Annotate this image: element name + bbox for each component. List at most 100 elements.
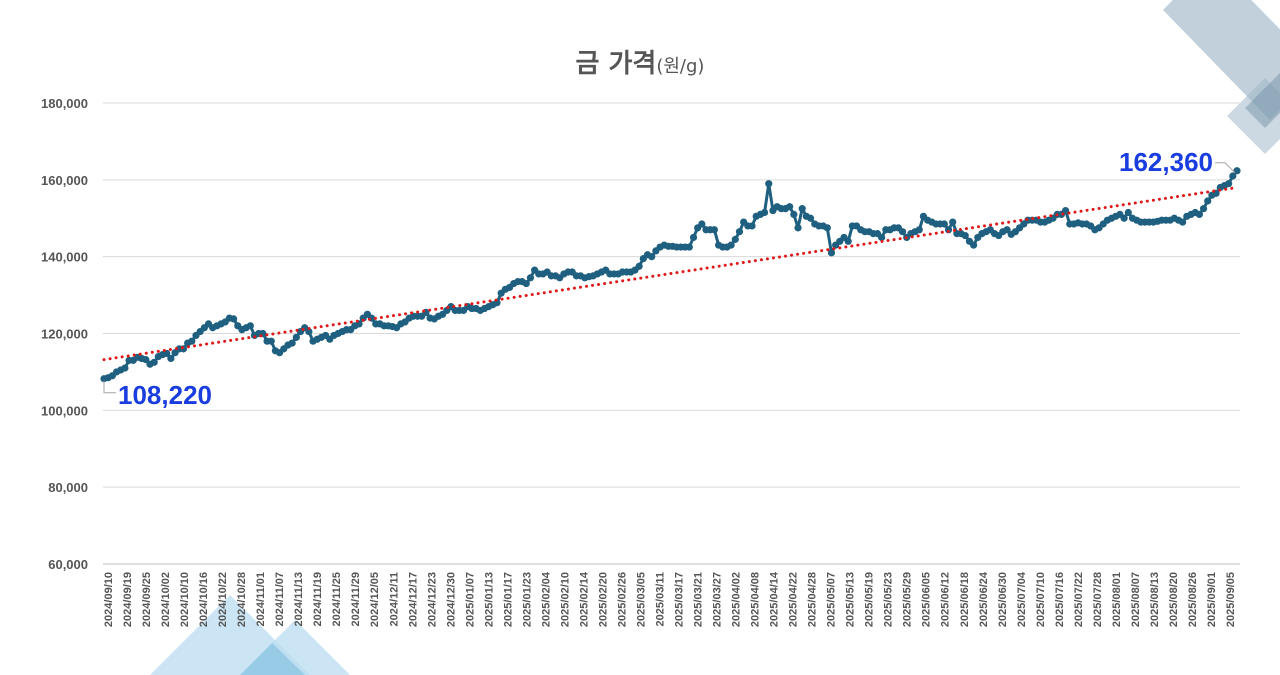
y-tick-label: 180,000	[41, 96, 88, 111]
data-point	[522, 279, 530, 288]
y-tick-label: 120,000	[41, 327, 88, 342]
x-tick-label: 2024/12/30	[445, 572, 457, 627]
x-tick-label: 2024/09/10	[103, 572, 115, 627]
y-axis: 60,000 80,000 100,000 120,000 140,000 160,000…	[41, 96, 88, 572]
data-point	[689, 233, 698, 242]
x-tick-label: 2025/09/05	[1225, 572, 1237, 627]
data-point	[1233, 167, 1241, 175]
annotations: 108,220 162,360	[103, 147, 1236, 410]
data-point	[142, 356, 150, 364]
svg-text:금 가격(원/g): 금 가격(원/g)	[576, 49, 705, 79]
x-tick-label: 2025/07/28	[1092, 572, 1104, 627]
x-tick-label: 2024/11/13	[293, 572, 305, 626]
x-tick-label: 2025/07/22	[1073, 572, 1085, 627]
x-tick-label: 2025/06/05	[921, 572, 933, 627]
x-tick-label: 2025/07/10	[1035, 572, 1047, 627]
x-tick-label: 2025/01/07	[464, 572, 476, 627]
x-tick-label: 2025/06/24	[978, 571, 990, 627]
x-tick-label: 2025/02/10	[559, 572, 571, 627]
x-tick-label: 2025/03/11	[654, 572, 666, 626]
trendline-line	[102, 186, 1239, 362]
annotation-leader	[1215, 162, 1236, 174]
x-tick-label: 2024/11/29	[350, 572, 362, 626]
data-point	[961, 231, 969, 240]
x-tick-label: 2024/09/25	[141, 572, 153, 627]
x-tick-label: 2024/12/17	[407, 572, 419, 627]
y-tick-label: 60,000	[48, 557, 88, 572]
x-tick-label: 2024/11/07	[274, 572, 286, 626]
data-point	[526, 274, 535, 282]
data-point	[1179, 218, 1187, 226]
x-tick-label: 2025/03/17	[674, 572, 686, 627]
x-tick-label: 2025/08/13	[1149, 572, 1161, 627]
y-tick-label: 140,000	[41, 250, 88, 265]
x-tick-label: 2025/03/21	[693, 572, 705, 627]
data-point	[940, 220, 948, 228]
data-point	[1195, 210, 1203, 219]
x-tick-label: 2025/02/26	[616, 572, 628, 627]
x-tick-label: 2025/04/08	[750, 572, 762, 627]
chart-title: 금 가격(원/g)	[576, 49, 705, 79]
data-point	[727, 241, 735, 249]
x-tick-label: 2025/03/05	[635, 572, 647, 627]
data-point	[648, 253, 656, 261]
data-point	[246, 322, 254, 330]
y-tick-label: 100,000	[41, 403, 88, 418]
x-tick-label: 2025/02/04	[540, 571, 552, 627]
data-point	[944, 226, 953, 234]
x-tick-label: 2025/05/23	[883, 572, 895, 627]
data-point	[710, 226, 718, 234]
data-point	[292, 333, 300, 341]
x-tick-label: 2025/09/01	[1206, 572, 1218, 627]
data-point	[760, 208, 769, 217]
x-tick-label: 2025/08/07	[1130, 572, 1142, 627]
data-point	[878, 233, 886, 242]
data-point	[731, 235, 739, 243]
x-tick-label: 2025/06/18	[959, 572, 971, 627]
x-tick-label: 2024/10/16	[198, 572, 210, 627]
data-point	[188, 337, 196, 345]
x-tick-label: 2024/12/11	[388, 572, 400, 626]
x-tick-label: 2024/10/28	[236, 572, 248, 627]
annotation-leader	[103, 380, 116, 394]
x-tick-label: 2025/05/19	[864, 572, 876, 627]
x-tick-label: 2024/09/19	[122, 572, 134, 627]
data-point	[735, 228, 744, 236]
x-tick-label: 2025/08/01	[1111, 572, 1123, 627]
data-point	[305, 327, 313, 336]
data-point	[806, 214, 815, 222]
x-tick-label: 2025/08/20	[1168, 572, 1180, 627]
y-tick-label: 80,000	[48, 480, 88, 495]
x-tick-label: 2025/03/27	[712, 572, 724, 627]
x-tick-label: 2024/10/22	[217, 572, 229, 627]
x-tick-label: 2025/04/02	[731, 572, 743, 627]
data-point	[949, 218, 957, 226]
data-point	[748, 222, 756, 230]
data-point	[167, 354, 175, 363]
x-tick-label: 2025/08/26	[1187, 572, 1199, 627]
x-tick-label: 2025/06/30	[997, 572, 1009, 627]
x-tick-label: 2025/02/14	[578, 571, 590, 627]
data-point	[1124, 208, 1132, 217]
x-tick-label: 2025/04/14	[769, 571, 781, 627]
x-tick-label: 2024/12/23	[426, 572, 438, 627]
data-point	[230, 315, 238, 323]
data-point	[685, 243, 693, 251]
x-tick-label: 2025/06/12	[940, 572, 952, 627]
data-point	[823, 224, 831, 232]
data-point	[1204, 197, 1212, 205]
data-point	[844, 237, 852, 245]
data-point	[121, 364, 129, 372]
data-point	[794, 224, 802, 232]
x-tick-label: 2024/11/19	[312, 572, 324, 626]
series-gold-price	[100, 167, 1241, 383]
annotation-start-value: 108,220	[118, 380, 212, 410]
trendline	[102, 186, 1239, 362]
data-point	[1229, 172, 1237, 180]
x-tick-label: 2025/05/13	[845, 572, 857, 627]
data-point	[970, 241, 978, 249]
data-point	[635, 262, 643, 270]
x-tick-label: 2024/10/10	[179, 572, 191, 627]
data-point	[765, 180, 773, 188]
